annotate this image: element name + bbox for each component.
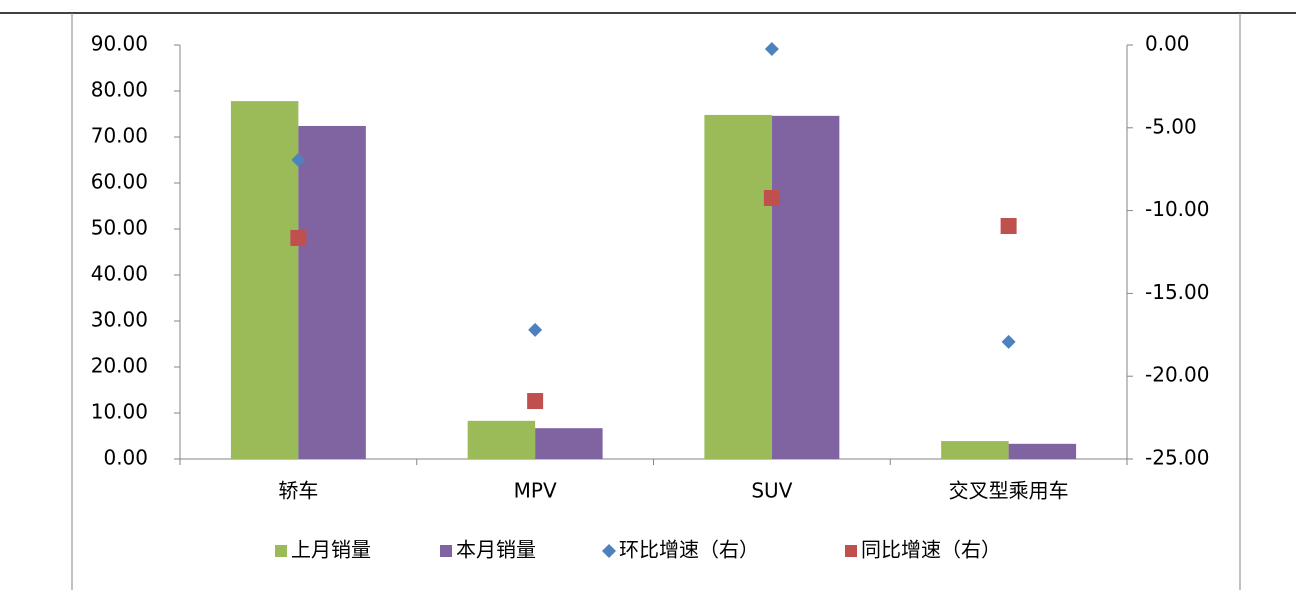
y-tick-label: 70.00: [91, 124, 148, 148]
y2-tick-label: -25.00: [1145, 446, 1209, 470]
legend-label: 上月销量: [291, 538, 371, 562]
y2-tick-label: -5.00: [1145, 114, 1197, 138]
y-tick-label: 0.00: [103, 446, 148, 470]
x-tick-label: SUV: [751, 479, 792, 503]
bar: [771, 115, 840, 459]
x-tick-label: MPV: [514, 479, 557, 503]
legend-label: 环比增速（右）: [619, 538, 759, 562]
y-tick-label: 20.00: [91, 354, 148, 378]
square-marker: [1000, 218, 1017, 235]
legend-marker: [275, 545, 287, 557]
bar: [1008, 443, 1077, 459]
diamond-marker: [1001, 334, 1016, 349]
y2-tick-label: -15.00: [1145, 280, 1209, 304]
bar: [704, 114, 772, 460]
square-marker: [763, 190, 780, 207]
square-marker: [290, 229, 307, 246]
y-tick-label: 40.00: [91, 262, 148, 286]
y-tick-label: 80.00: [91, 78, 148, 102]
legend-label: 同比增速（右）: [861, 538, 1001, 562]
y2-tick-label: 0.00: [1145, 32, 1190, 56]
x-tick-label: 轿车: [278, 479, 318, 503]
bar: [941, 441, 1009, 459]
bar: [467, 420, 536, 459]
legend-marker: [440, 545, 452, 557]
x-tick-label: 交叉型乘用车: [949, 479, 1069, 503]
diamond-marker: [291, 152, 306, 167]
bar: [298, 125, 366, 460]
diamond-marker: [528, 322, 543, 337]
diamond-marker: [764, 41, 779, 56]
square-marker: [527, 393, 544, 410]
y-tick-label: 30.00: [91, 308, 148, 332]
y2-tick-label: -10.00: [1145, 197, 1209, 221]
y-tick-label: 10.00: [91, 400, 148, 424]
legend-marker: [602, 544, 616, 558]
y-tick-label: 50.00: [91, 216, 148, 240]
y2-tick-label: -20.00: [1145, 363, 1209, 387]
legend-label: 本月销量: [456, 538, 536, 562]
y-tick-label: 60.00: [91, 170, 148, 194]
legend-marker: [845, 545, 857, 557]
y-tick-label: 90.00: [91, 32, 148, 56]
bar: [535, 428, 603, 459]
bar: [230, 101, 299, 460]
